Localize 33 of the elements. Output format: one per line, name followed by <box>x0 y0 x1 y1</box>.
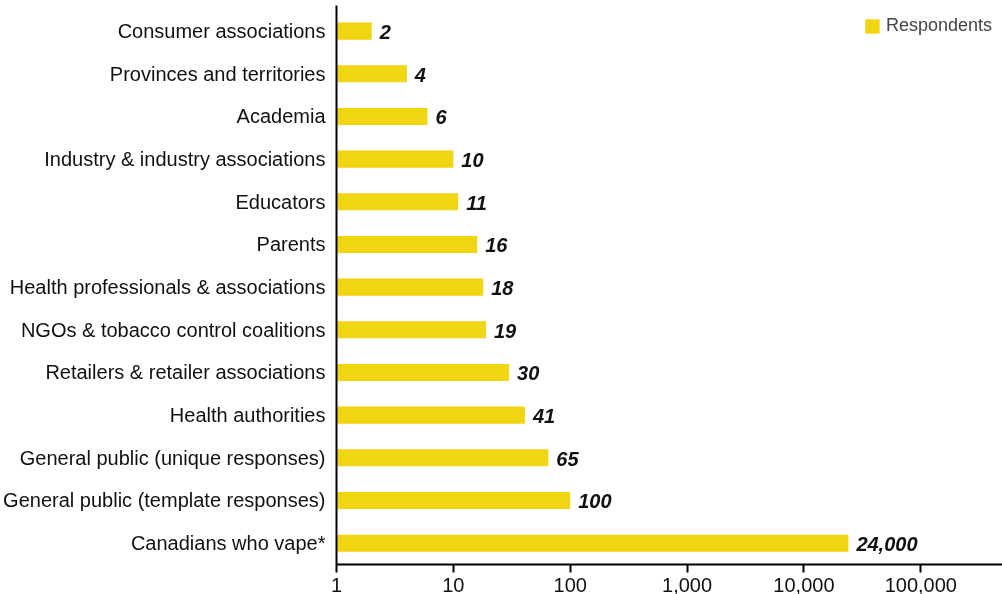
x-tick-label: 10 <box>442 573 465 594</box>
legend-label: Respondents <box>885 15 992 36</box>
data-label: 65 <box>556 447 580 470</box>
y-tick-label: Industry & industry associations <box>44 148 326 171</box>
data-label: 41 <box>531 405 556 428</box>
data-label: 11 <box>466 191 487 214</box>
y-tick-label: Parents <box>256 233 326 256</box>
data-label: 6 <box>435 106 448 129</box>
data-label: 100 <box>578 490 612 513</box>
x-tick-label: 1,000 <box>662 573 713 594</box>
data-label: 10 <box>461 149 484 172</box>
data-label: 30 <box>517 362 540 385</box>
data-label: 4 <box>413 63 426 86</box>
y-tick-label: Consumer associations <box>117 20 326 43</box>
x-tick-label: 1 <box>330 573 343 594</box>
y-tick-label: NGOs & tobacco control coalitions <box>20 318 326 341</box>
x-tick-label: 100 <box>553 573 587 594</box>
y-tick-label: Provinces and territories <box>109 62 326 85</box>
data-label: 18 <box>491 277 515 300</box>
y-tick-label: General public (unique responses) <box>19 446 326 469</box>
data-label: 16 <box>485 234 509 257</box>
data-label: 24,000 <box>855 533 918 556</box>
y-tick-label: Canadians who vape* <box>130 532 326 555</box>
y-tick-label: Health authorities <box>169 404 326 427</box>
y-tick-label: General public (template responses) <box>3 489 326 512</box>
data-label: 19 <box>493 319 518 342</box>
x-tick-label: 10,000 <box>773 573 835 594</box>
y-tick-label: Health professionals & associations <box>9 276 326 299</box>
y-tick-label: Academia <box>236 105 327 128</box>
data-label: 2 <box>378 21 391 44</box>
x-tick-label: 100,000 <box>884 573 957 594</box>
y-tick-label: Educators <box>235 190 326 213</box>
y-tick-label: Retailers & retailer associations <box>45 361 326 384</box>
